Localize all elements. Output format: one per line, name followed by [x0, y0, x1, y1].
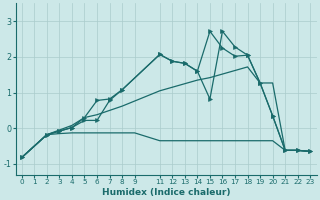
X-axis label: Humidex (Indice chaleur): Humidex (Indice chaleur): [102, 188, 230, 197]
